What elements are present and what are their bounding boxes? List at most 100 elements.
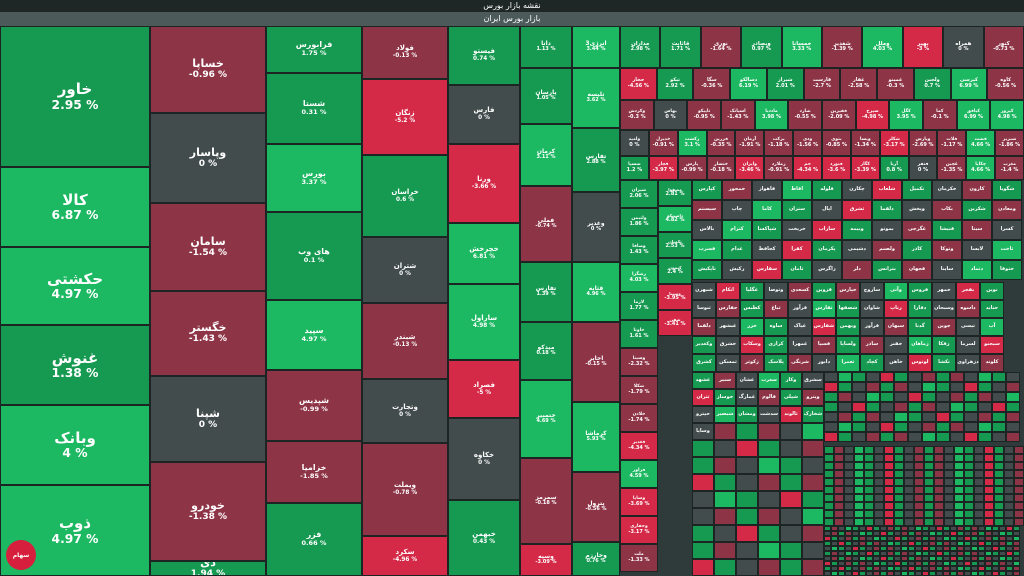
stock-tile[interactable]: زشگرا 4.03 % — [620, 264, 658, 292]
stock-tile[interactable]: قثابه 4.96 % — [572, 262, 620, 322]
small-stock-tile[interactable] — [852, 382, 866, 392]
small-stock-tile[interactable]: ثباغ — [764, 300, 788, 318]
small-stock-tile[interactable] — [844, 478, 854, 486]
small-stock-tile[interactable]: بموتو — [872, 220, 902, 240]
small-stock-tile[interactable] — [950, 536, 957, 541]
small-stock-tile[interactable] — [845, 571, 852, 576]
small-stock-tile[interactable]: غبشهر — [716, 318, 740, 336]
small-stock-tile[interactable] — [831, 556, 838, 561]
small-stock-tile[interactable] — [971, 526, 978, 531]
stock-tile[interactable]: مداران 2.98 % — [620, 26, 661, 68]
small-stock-tile[interactable]: ثاخت — [992, 240, 1022, 260]
small-stock-tile[interactable] — [736, 542, 758, 559]
small-stock-tile[interactable] — [852, 536, 859, 541]
small-stock-tile[interactable] — [758, 559, 780, 576]
small-stock-tile[interactable] — [922, 382, 936, 392]
small-stock-tile[interactable]: ثعمرا — [836, 354, 860, 372]
small-stock-tile[interactable] — [950, 546, 957, 551]
stock-tile[interactable]: لازما 1.77 % — [620, 292, 658, 320]
small-stock-tile[interactable] — [824, 551, 831, 556]
small-stock-tile[interactable] — [894, 541, 901, 546]
small-stock-tile[interactable] — [944, 486, 954, 494]
small-stock-tile[interactable] — [845, 566, 852, 571]
small-stock-tile[interactable] — [874, 478, 884, 486]
small-stock-tile[interactable]: زکوثر — [740, 354, 764, 372]
small-stock-tile[interactable] — [922, 422, 936, 432]
small-stock-tile[interactable] — [1014, 462, 1024, 470]
small-stock-tile[interactable]: فسپا — [812, 336, 836, 354]
small-stock-tile[interactable] — [1013, 536, 1020, 541]
small-stock-tile[interactable] — [880, 412, 894, 422]
stock-tile[interactable]: وسپه -3.09 % — [520, 544, 572, 576]
small-stock-tile[interactable] — [1006, 372, 1020, 382]
small-stock-tile[interactable] — [714, 423, 736, 440]
small-stock-tile[interactable] — [978, 541, 985, 546]
stock-tile[interactable]: خدیزل -0.91 % — [648, 130, 678, 156]
small-stock-tile[interactable] — [904, 462, 914, 470]
small-stock-tile[interactable] — [992, 412, 1006, 422]
small-stock-tile[interactable] — [714, 508, 736, 525]
small-stock-tile[interactable] — [950, 571, 957, 576]
small-stock-tile[interactable] — [992, 432, 1006, 442]
small-stock-tile[interactable]: وکار — [780, 372, 802, 389]
small-stock-tile[interactable] — [894, 502, 904, 510]
small-stock-tile[interactable] — [985, 541, 992, 546]
small-stock-tile[interactable]: غمهرا — [788, 336, 812, 354]
small-stock-tile[interactable] — [984, 454, 994, 462]
small-stock-tile[interactable] — [954, 510, 964, 518]
small-stock-tile[interactable] — [824, 454, 834, 462]
small-stock-tile[interactable] — [908, 392, 922, 402]
small-stock-tile[interactable] — [714, 559, 736, 576]
small-stock-tile[interactable] — [950, 372, 964, 382]
small-stock-tile[interactable] — [908, 551, 915, 556]
small-stock-tile[interactable] — [824, 372, 838, 382]
small-stock-tile[interactable] — [994, 502, 1004, 510]
small-stock-tile[interactable] — [884, 494, 894, 502]
small-stock-tile[interactable]: خپارس — [836, 282, 860, 300]
small-stock-tile[interactable]: فجهان — [902, 260, 932, 280]
small-stock-tile[interactable] — [901, 566, 908, 571]
stock-tile[interactable]: مغرب -1.4 % — [995, 156, 1024, 180]
small-stock-tile[interactable] — [859, 526, 866, 531]
stock-tile[interactable]: فصراد -5 % — [448, 360, 520, 418]
small-stock-tile[interactable] — [1004, 454, 1014, 462]
small-stock-tile[interactable] — [957, 571, 964, 576]
small-stock-tile[interactable] — [824, 556, 831, 561]
small-stock-tile[interactable]: سبجنو — [980, 336, 1004, 354]
small-stock-tile[interactable] — [978, 566, 985, 571]
small-stock-tile[interactable] — [831, 561, 838, 566]
small-stock-tile[interactable] — [985, 561, 992, 566]
small-stock-tile[interactable] — [894, 446, 904, 454]
small-stock-tile[interactable] — [880, 536, 887, 541]
stock-tile[interactable]: سمرمز -0.18 % — [520, 458, 572, 544]
small-stock-tile[interactable] — [950, 531, 957, 536]
stock-tile[interactable]: دسالکو 6.19 % — [730, 68, 767, 100]
small-stock-tile[interactable] — [844, 510, 854, 518]
stock-tile[interactable]: پارسان 1.05 % — [520, 68, 572, 124]
small-stock-tile[interactable] — [957, 566, 964, 571]
small-stock-tile[interactable] — [874, 446, 884, 454]
small-stock-tile[interactable] — [824, 494, 834, 502]
small-stock-tile[interactable] — [831, 541, 838, 546]
small-stock-tile[interactable] — [866, 546, 873, 551]
small-stock-tile[interactable] — [887, 551, 894, 556]
small-stock-tile[interactable] — [866, 382, 880, 392]
small-stock-tile[interactable] — [838, 546, 845, 551]
small-stock-tile[interactable]: گدنا — [908, 318, 932, 336]
stock-tile[interactable]: حخار -4.56 % — [620, 68, 657, 100]
small-stock-tile[interactable] — [915, 546, 922, 551]
stock-tile[interactable]: خاوتا 1.61 % — [620, 320, 658, 348]
small-stock-tile[interactable] — [834, 486, 844, 494]
small-stock-tile[interactable] — [1014, 486, 1024, 494]
small-stock-tile[interactable] — [974, 494, 984, 502]
small-stock-tile[interactable] — [1006, 402, 1020, 412]
small-stock-tile[interactable] — [978, 531, 985, 536]
small-stock-tile[interactable]: بترانس — [872, 260, 902, 280]
small-stock-tile[interactable]: دلقما — [692, 318, 716, 336]
small-stock-tile[interactable] — [992, 531, 999, 536]
small-stock-tile[interactable] — [838, 432, 852, 442]
small-stock-tile[interactable] — [992, 551, 999, 556]
small-stock-tile[interactable] — [834, 518, 844, 526]
small-stock-tile[interactable] — [999, 566, 1006, 571]
stock-tile[interactable]: خساپا -0.96 % — [150, 26, 266, 113]
